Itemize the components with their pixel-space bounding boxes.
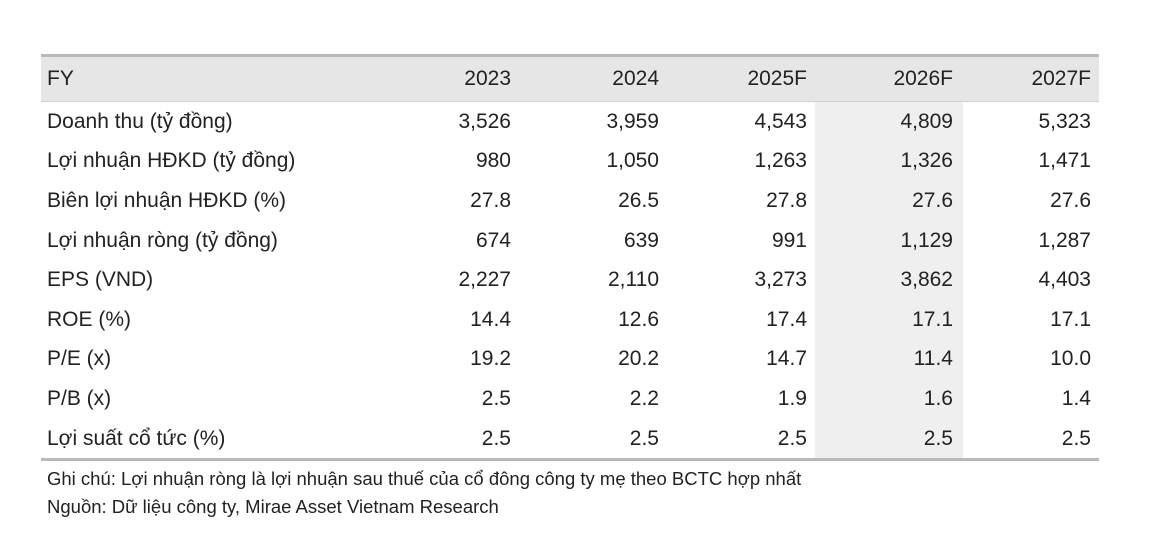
cell-2024: 26.5 [618,188,659,212]
row-label: P/E (x) [47,347,112,371]
row-label: Biên lợi nhuận HĐKD (%) [47,188,287,212]
cell-2024: 12.6 [618,307,659,331]
cell-2027f: 27.6 [1050,188,1091,212]
cell-2026f: 2.5 [815,418,963,462]
cell-2025f: 14.7 [766,347,807,371]
row-label: P/B (x) [47,386,112,410]
cell-2023: 674 [475,228,511,252]
cell-2023: 19.2 [470,347,511,371]
cell-2025f: 1,263 [754,149,807,173]
table-row: ROE (%) 14.4 12.6 17.4 17.1 17.1 [41,299,1099,340]
cell-2023: 2,227 [458,268,511,292]
header-2027f: 2027F [963,54,1099,102]
table-row: Lợi nhuận HĐKD (tỷ đồng) 980 1,050 1,263 1,3… [41,141,1099,182]
cell-2023: 27.8 [470,188,511,212]
table-row: Biên lợi nhuận HĐKD (%) 27.8 26.5 27.8 27.6 2… [41,181,1099,221]
cell-2026f: 1,326 [815,141,963,182]
cell-2024: 639 [623,228,659,252]
cell-2025f: 3,273 [754,268,807,292]
cell-2023: 3,526 [458,109,511,133]
table-row: P/E (x) 19.2 20.2 14.7 11.4 10.0 [41,339,1099,380]
header-2024: 2024 [519,54,667,102]
cell-2024: 2.2 [629,386,659,410]
table-row: Lợi nhuận ròng (tỷ đồng) 674 639 991 1,129 1,… [41,220,1099,261]
cell-2024: 1,050 [606,149,659,173]
cell-2026f: 27.6 [815,181,963,221]
cell-2025f: 991 [771,228,807,252]
source-text: Nguồn: Dữ liệu công ty, Mirae Asset Viet… [47,496,499,518]
row-label: ROE (%) [47,307,131,331]
cell-2025f: 2.5 [667,418,815,462]
cell-2027f: 5,323 [1038,109,1091,133]
table-row: Doanh thu (tỷ đồng) 3,526 3,959 4,543 4,809 5… [41,101,1099,142]
cell-2026f: 11.4 [815,339,963,380]
row-label: EPS (VND) [47,268,154,292]
table-row: P/B (x) 2.5 2.2 1.9 1.6 1.4 [41,379,1099,419]
cell-2023: 2.5 [481,386,511,410]
cell-2027f: 1,471 [1038,149,1091,173]
header-2023: 2023 [371,54,519,102]
cell-2026f: 1,129 [815,220,963,261]
table-header-row: FY 2023 2024 2025F 2026F 2027F [41,54,1099,102]
cell-2027f: 1,287 [1038,228,1091,252]
cell-2025f: 1.9 [777,386,807,410]
cell-2026f: 4,809 [815,101,963,142]
cell-2024: 2,110 [608,268,659,292]
cell-2026f: 17.1 [815,299,963,340]
financial-table: FY 2023 2024 2025F 2026F 2027F Doanh thu… [41,54,1099,462]
cell-2025f: 4,543 [754,109,807,133]
row-label: Lợi suất cổ tức (%) [41,418,371,462]
cell-2023: 14.4 [470,307,511,331]
table-notes: Ghi chú: Lợi nhuận ròng là lợi nhuận sau… [41,465,1099,521]
table-row: EPS (VND) 2,227 2,110 3,273 3,862 4,403 [41,260,1099,300]
table-row: Lợi suất cổ tức (%) 2.5 2.5 2.5 2.5 2.5 [41,418,1099,462]
cell-2026f: 3,862 [815,260,963,300]
cell-2027f: 17.1 [1050,307,1091,331]
cell-2027f: 10.0 [1050,347,1091,371]
cell-2024: 3,959 [606,109,659,133]
row-label: Doanh thu (tỷ đồng) [47,109,233,133]
cell-2023: 980 [475,149,511,173]
row-label: Lợi nhuận HĐKD (tỷ đồng) [47,149,296,173]
cell-2025f: 17.4 [766,307,807,331]
cell-2023: 2.5 [371,418,519,462]
cell-2027f: 4,403 [1038,268,1091,292]
cell-2027f: 2.5 [963,418,1099,462]
financial-summary: FY 2023 2024 2025F 2026F 2027F Doanh thu… [41,54,1099,521]
header-2026f: 2026F [815,54,963,102]
cell-2027f: 1.4 [1061,386,1091,410]
header-fy: FY [41,54,371,102]
cell-2025f: 27.8 [766,188,807,212]
cell-2026f: 1.6 [815,379,963,419]
note-text: Ghi chú: Lợi nhuận ròng là lợi nhuận sau… [47,468,802,490]
header-2025f: 2025F [667,54,815,102]
table-body: Doanh thu (tỷ đồng) 3,526 3,959 4,543 4,809 5… [41,101,1099,462]
cell-2024: 20.2 [618,347,659,371]
cell-2024: 2.5 [519,418,667,462]
row-label: Lợi nhuận ròng (tỷ đồng) [47,228,278,252]
